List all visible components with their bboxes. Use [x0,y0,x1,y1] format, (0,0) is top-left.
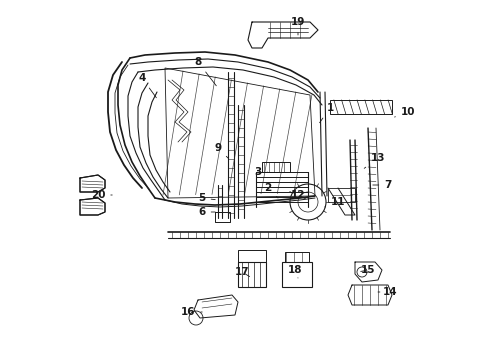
Text: 19: 19 [291,17,305,35]
Text: 1: 1 [319,103,334,123]
Text: 8: 8 [195,57,216,86]
Bar [330,100,392,114]
Text: 15: 15 [361,265,375,275]
Text: 18: 18 [288,265,302,278]
Text: 11: 11 [324,197,345,207]
Text: 3: 3 [254,167,267,177]
Bar [262,162,290,172]
Text: 7: 7 [373,180,392,190]
Text: 14: 14 [378,287,397,297]
Text: 5: 5 [198,193,215,203]
Text: 20: 20 [91,190,112,200]
Bar [328,188,355,202]
Text: 16: 16 [181,307,202,317]
Text: 9: 9 [215,143,228,158]
Bar [238,262,266,287]
Text: 6: 6 [198,207,215,217]
Bar [285,252,309,262]
Polygon shape [80,198,105,215]
Text: 17: 17 [235,267,249,277]
Text: 10: 10 [394,107,415,117]
Bar [282,262,312,287]
Text: 2: 2 [265,183,278,198]
Bar [238,250,266,262]
Text: 12: 12 [291,190,306,200]
Text: 4: 4 [138,73,156,98]
Text: 13: 13 [364,153,385,168]
Polygon shape [80,175,105,192]
